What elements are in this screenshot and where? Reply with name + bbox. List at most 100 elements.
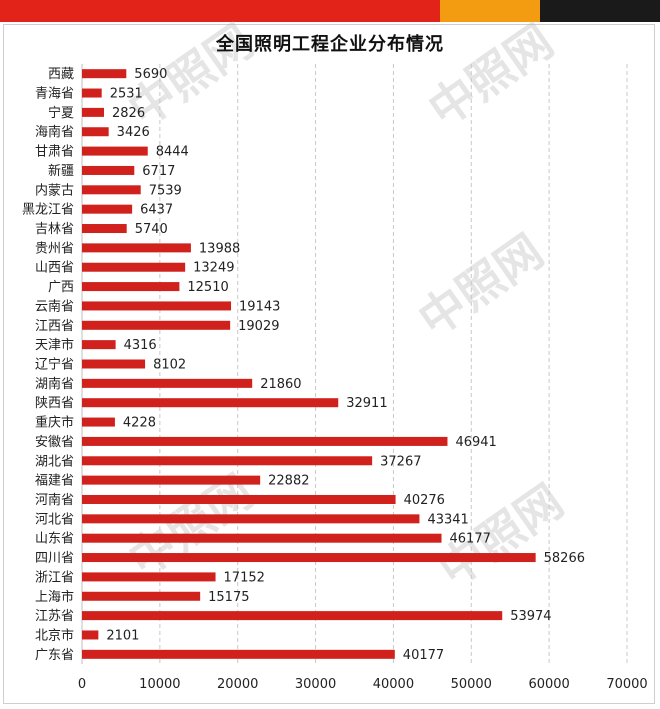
data-label: 5690 (134, 67, 167, 82)
data-label: 43341 (427, 512, 468, 527)
bar (82, 533, 442, 543)
bar (82, 320, 231, 330)
category-label: 安徽省 (35, 435, 74, 450)
data-label: 46941 (455, 435, 496, 450)
category-label: 上海市 (35, 589, 74, 605)
bar (82, 611, 503, 621)
bar (82, 494, 396, 504)
data-label: 6717 (142, 164, 175, 179)
data-label: 8444 (156, 145, 189, 160)
category-label: 新疆 (48, 163, 74, 179)
data-label: 21860 (260, 377, 301, 392)
category-label: 广东省 (35, 648, 74, 663)
category-label: 江苏省 (35, 608, 74, 624)
data-label: 32911 (346, 396, 387, 411)
chart-title: 全国照明工程企业分布情况 (216, 34, 444, 55)
data-label: 2531 (110, 87, 143, 102)
category-label: 陕西省 (35, 396, 74, 411)
top-bar-red-segment (0, 0, 440, 22)
data-label: 53974 (510, 609, 551, 624)
bar (82, 649, 395, 659)
data-label: 4316 (124, 338, 157, 353)
category-label: 山西省 (35, 261, 74, 276)
category-label: 湖北省 (35, 454, 74, 469)
bar (82, 378, 253, 388)
data-label: 5740 (135, 222, 168, 237)
bar (82, 88, 102, 98)
category-label: 黑龙江省 (22, 203, 74, 218)
category-label: 贵州省 (35, 241, 74, 256)
x-tick-label: 50000 (451, 677, 492, 692)
bar (82, 185, 141, 195)
bar (82, 165, 135, 175)
data-label: 17152 (224, 570, 265, 585)
x-tick-label: 20000 (217, 677, 258, 692)
bar (82, 456, 373, 466)
data-label: 12510 (187, 280, 228, 295)
category-label: 北京市 (35, 627, 74, 643)
category-label: 湖南省 (35, 376, 74, 392)
data-label: 2101 (106, 628, 139, 643)
category-label: 甘肃省 (35, 145, 74, 160)
data-label: 7539 (149, 183, 182, 198)
bar (82, 243, 191, 253)
category-label: 青海省 (35, 87, 74, 102)
bar (82, 572, 216, 582)
bar (82, 359, 146, 369)
category-label: 广西 (48, 280, 74, 295)
data-label: 46177 (450, 532, 491, 547)
x-tick-label: 60000 (528, 677, 569, 692)
bar (82, 340, 116, 350)
category-label: 西藏 (48, 67, 74, 82)
data-label: 13988 (199, 241, 240, 256)
bar (82, 475, 261, 485)
bar (82, 127, 109, 137)
category-label: 山东省 (35, 532, 74, 547)
data-label: 40177 (403, 648, 444, 663)
top-bar-orange-segment (440, 0, 540, 22)
category-label: 河北省 (35, 512, 74, 527)
data-label: 22882 (268, 474, 309, 489)
category-label: 云南省 (35, 298, 74, 314)
data-label: 19143 (239, 299, 280, 314)
bar (82, 591, 201, 601)
data-label: 8102 (153, 358, 186, 373)
category-label: 海南省 (35, 124, 74, 140)
data-label: 3426 (117, 125, 150, 140)
category-label: 浙江省 (35, 570, 74, 585)
category-label: 宁夏 (48, 105, 74, 121)
category-label: 福建省 (35, 474, 74, 489)
data-label: 13249 (193, 261, 234, 276)
bar (82, 398, 339, 408)
x-tick-label: 70000 (606, 677, 647, 692)
bar (82, 436, 448, 446)
x-tick-label: 40000 (373, 677, 414, 692)
data-label: 2826 (112, 106, 145, 121)
x-tick-label: 10000 (139, 677, 180, 692)
bar (82, 282, 180, 292)
bar (82, 630, 99, 640)
bar (82, 204, 133, 214)
data-label: 19029 (238, 319, 279, 334)
category-label: 重庆市 (35, 415, 74, 431)
bar (82, 146, 148, 156)
bar (82, 553, 536, 563)
top-bar-black-segment (540, 0, 660, 22)
bar (82, 514, 420, 524)
bar (82, 107, 105, 117)
data-label: 4228 (123, 416, 156, 431)
bar (82, 417, 115, 427)
category-label: 江西省 (35, 319, 74, 334)
bar (82, 69, 127, 79)
data-label: 15175 (208, 590, 249, 605)
category-label: 辽宁省 (35, 357, 74, 373)
bar (82, 262, 186, 272)
category-label: 内蒙古 (35, 182, 74, 198)
data-label: 58266 (544, 551, 585, 566)
bar (82, 301, 232, 311)
chart-frame (3, 24, 655, 704)
x-tick-label: 30000 (295, 677, 336, 692)
top-color-bar (0, 0, 660, 22)
data-label: 37267 (380, 454, 421, 469)
